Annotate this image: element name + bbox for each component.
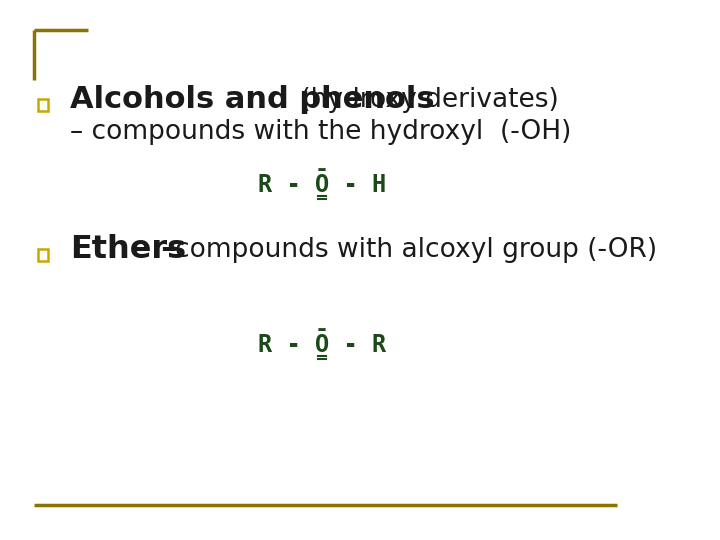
Text: compounds with alcoxyl group (-OR): compounds with alcoxyl group (-OR) xyxy=(175,237,657,263)
Text: R - Ō - H: R - Ō - H xyxy=(258,173,386,197)
Bar xyxy=(37,249,48,261)
Text: – compounds with the hydroxyl  (-OH): – compounds with the hydroxyl (-OH) xyxy=(70,119,571,145)
Text: R - Ō - R: R - Ō - R xyxy=(258,333,386,357)
Text: (hydroxy derivates): (hydroxy derivates) xyxy=(292,87,558,113)
Bar xyxy=(37,99,48,111)
Text: –: – xyxy=(150,234,189,266)
Text: Alcohols and phenols: Alcohols and phenols xyxy=(70,85,434,114)
Text: Ethers: Ethers xyxy=(70,234,186,266)
